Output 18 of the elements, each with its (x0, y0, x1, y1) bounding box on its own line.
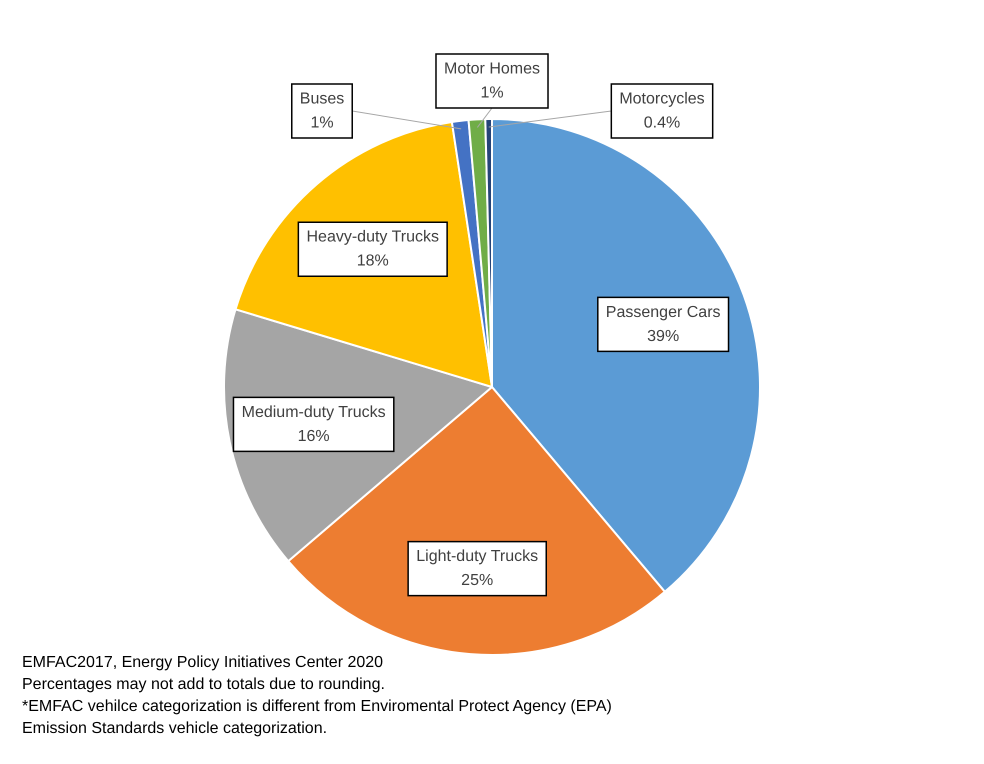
slice-label: Motorcycles (619, 90, 705, 108)
data-label: 1% (310, 114, 334, 132)
slice-label: Medium-duty Trucks (242, 404, 386, 421)
data-label: 1% (480, 84, 504, 102)
slice-label: Heavy-duty Trucks (306, 228, 439, 246)
slice-label: Buses (300, 90, 344, 108)
slice-label: Light-duty Trucks (416, 548, 538, 566)
data-label: 18% (356, 252, 389, 270)
text: Percentages may not add to totals due to rounding. (22, 675, 386, 695)
text: Emission Standards vehicle categorization. (22, 719, 328, 739)
data-label: 16% (298, 428, 330, 445)
slice-label: Motor Homes (444, 60, 540, 78)
slice-label: Passenger Cars (606, 304, 721, 321)
text: EMFAC2017, Energy Policy Initiatives Center 2020 (22, 653, 384, 673)
data-label: 25% (461, 572, 494, 590)
text: *EMFAC vehilce categorization is different from Enviromental Protect Agency (EPA) (22, 697, 612, 717)
data-label: 0.4% (644, 114, 680, 132)
data-label: 39% (647, 328, 680, 345)
